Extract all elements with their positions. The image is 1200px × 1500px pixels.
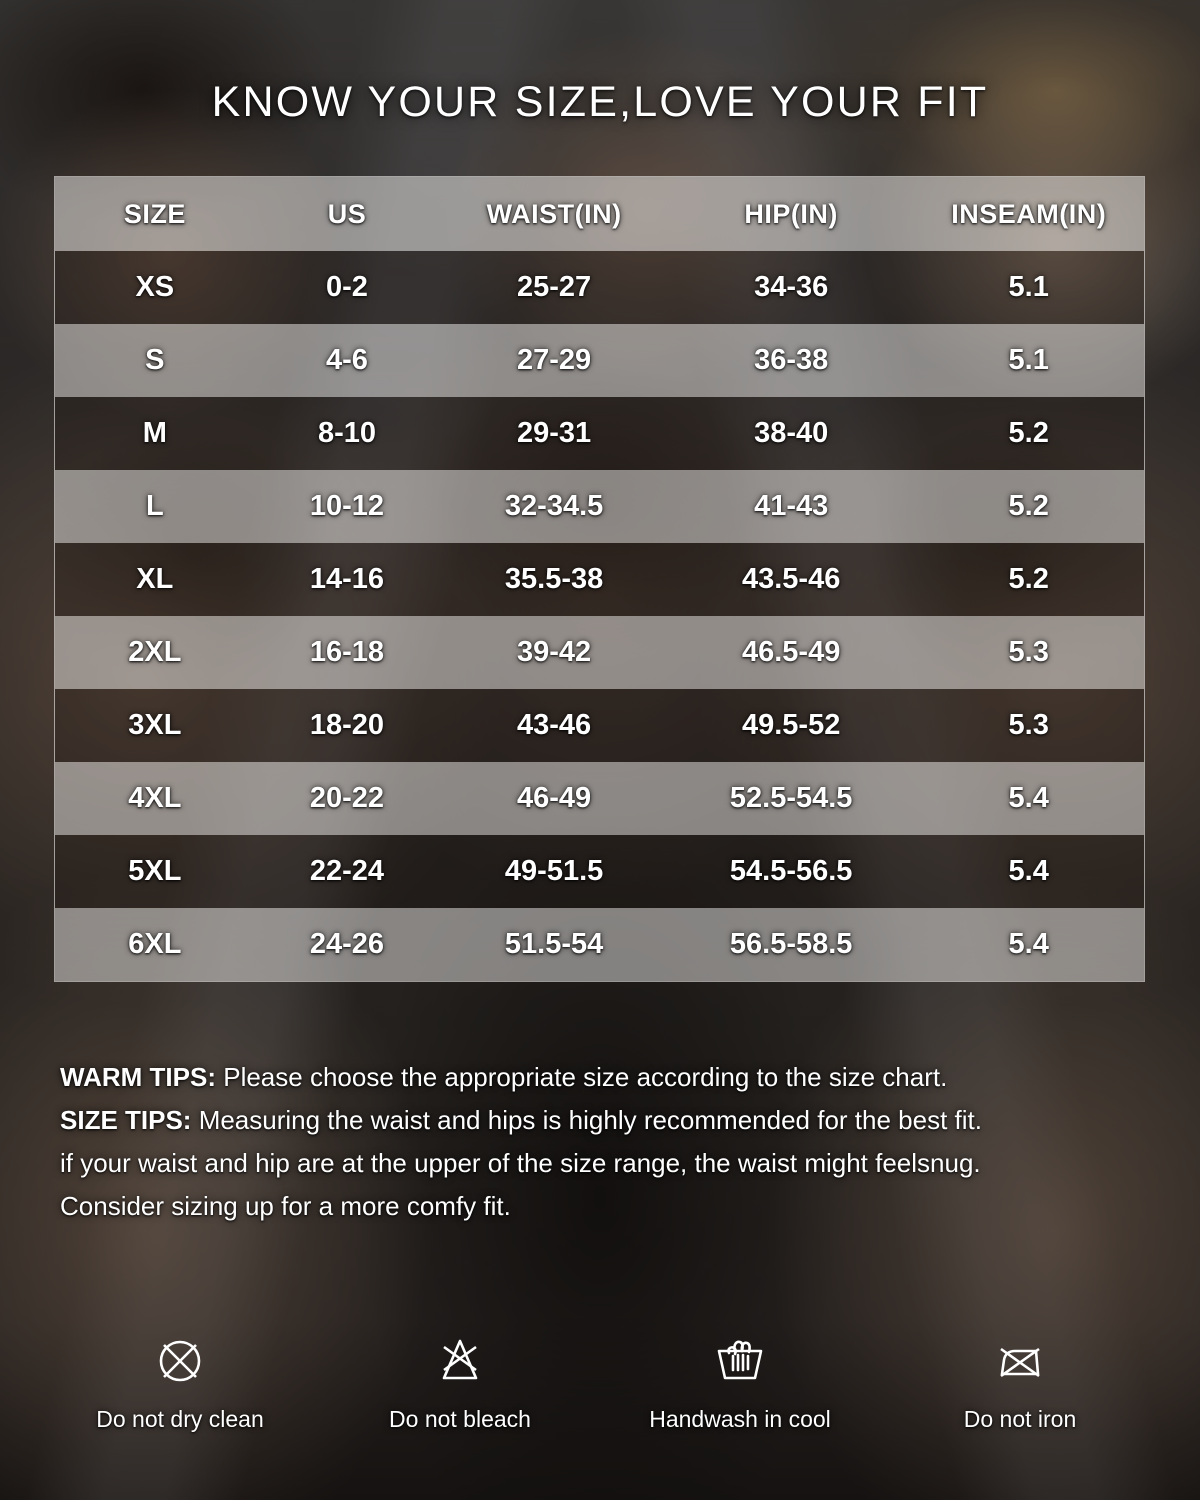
cell-hip: 43.5-46	[741, 563, 841, 595]
cell-waist: 51.5-54	[504, 928, 604, 960]
cell-us: 14-16	[309, 563, 385, 595]
cell-us: 10-12	[309, 490, 385, 522]
cell-inseam: 5.4	[1008, 855, 1049, 887]
cell-size: S	[145, 344, 165, 376]
table-row: 5XL 22-24 49-51.5 54.5-56.5 5.4	[55, 835, 1144, 908]
care-instructions: Do not dry clean Do not bleach	[40, 1330, 1160, 1433]
cell-inseam: 5.1	[1008, 344, 1049, 376]
cell-us: 16-18	[309, 636, 385, 668]
cell-waist: 35.5-38	[504, 563, 604, 595]
table-row: 2XL 16-18 39-42 46.5-49 5.3	[55, 616, 1144, 689]
do-not-bleach-icon	[320, 1330, 600, 1392]
cell-inseam: 5.3	[1008, 636, 1049, 668]
do-not-dry-clean-icon	[40, 1330, 320, 1392]
cell-hip: 46.5-49	[741, 636, 841, 668]
cell-hip: 36-38	[754, 344, 829, 376]
cell-inseam: 5.4	[1008, 928, 1049, 960]
cell-waist: 25-27	[517, 271, 592, 303]
care-item-iron: Do not iron	[880, 1330, 1160, 1433]
cell-hip: 34-36	[754, 271, 829, 303]
cell-us: 8-10	[317, 417, 376, 449]
do-not-iron-icon	[880, 1330, 1160, 1392]
cell-size: 3XL	[128, 709, 182, 741]
cell-inseam: 5.3	[1008, 709, 1049, 741]
warm-tips-text: Please choose the appropriate size accor…	[216, 1062, 948, 1092]
tips-line-4: Consider sizing up for a more comfy fit.	[60, 1191, 511, 1221]
table-row: XL 14-16 35.5-38 43.5-46 5.2	[55, 543, 1144, 616]
cell-hip: 52.5-54.5	[729, 782, 853, 814]
page-title: KNOW YOUR SIZE,LOVE YOUR FIT	[211, 78, 989, 126]
cell-inseam: 5.4	[1008, 782, 1049, 814]
cell-waist: 46-49	[517, 782, 592, 814]
care-label: Handwash in cool	[649, 1406, 831, 1432]
header-hip: HIP(IN)	[744, 198, 838, 229]
table-row: 4XL 20-22 46-49 52.5-54.5 5.4	[55, 762, 1144, 835]
care-item-bleach: Do not bleach	[320, 1330, 600, 1433]
cell-hip: 41-43	[754, 490, 829, 522]
cell-us: 4-6	[326, 344, 368, 376]
cell-waist: 39-42	[517, 636, 592, 668]
care-label: Do not dry clean	[96, 1406, 264, 1432]
table-row: S 4-6 27-29 36-38 5.1	[55, 324, 1144, 397]
cell-waist: 49-51.5	[504, 855, 604, 887]
cell-us: 24-26	[309, 928, 385, 960]
cell-hip: 54.5-56.5	[729, 855, 853, 887]
table-row: XS 0-2 25-27 34-36 5.1	[55, 251, 1144, 324]
cell-size: L	[145, 490, 164, 522]
header-size: SIZE	[123, 198, 186, 229]
size-chart-table: SIZE US WAIST(IN) HIP(IN) INSEAM(IN) XS …	[54, 176, 1145, 982]
table-row: L 10-12 32-34.5 41-43 5.2	[55, 470, 1144, 543]
cell-size: 5XL	[128, 855, 182, 887]
cell-us: 20-22	[309, 782, 385, 814]
cell-size: XS	[135, 271, 175, 303]
header-us: US	[327, 198, 367, 229]
care-item-handwash: Handwash in cool	[600, 1330, 880, 1433]
tips-line-3: if your waist and hip are at the upper o…	[60, 1148, 981, 1178]
cell-waist: 32-34.5	[504, 490, 604, 522]
warm-tips-label: WARM TIPS:	[60, 1062, 216, 1092]
cell-waist: 29-31	[517, 417, 592, 449]
cell-waist: 27-29	[517, 344, 592, 376]
cell-hip: 49.5-52	[741, 709, 841, 741]
cell-hip: 56.5-58.5	[729, 928, 853, 960]
table-row: 3XL 18-20 43-46 49.5-52 5.3	[55, 689, 1144, 762]
cell-hip: 38-40	[754, 417, 829, 449]
cell-size: M	[142, 417, 167, 449]
tips-block: WARM TIPS: Please choose the appropriate…	[60, 1056, 1150, 1228]
size-tips-text: Measuring the waist and hips is highly r…	[191, 1105, 982, 1135]
cell-us: 0-2	[326, 271, 368, 303]
table-header-row: SIZE US WAIST(IN) HIP(IN) INSEAM(IN)	[55, 177, 1144, 251]
table-row: 6XL 24-26 51.5-54 56.5-58.5 5.4	[55, 908, 1144, 981]
cell-us: 22-24	[309, 855, 385, 887]
cell-inseam: 5.2	[1008, 490, 1049, 522]
cell-us: 18-20	[309, 709, 385, 741]
cell-size: 4XL	[128, 782, 182, 814]
handwash-icon	[600, 1330, 880, 1392]
header-inseam: INSEAM(IN)	[951, 198, 1107, 229]
cell-inseam: 5.2	[1008, 417, 1049, 449]
header-waist: WAIST(IN)	[486, 198, 622, 229]
cell-size: XL	[136, 563, 174, 595]
size-tips-label: SIZE TIPS:	[60, 1105, 192, 1135]
table-row: M 8-10 29-31 38-40 5.2	[55, 397, 1144, 470]
care-item-dry-clean: Do not dry clean	[40, 1330, 320, 1433]
care-label: Do not iron	[963, 1406, 1077, 1432]
cell-waist: 43-46	[517, 709, 592, 741]
cell-inseam: 5.2	[1008, 563, 1049, 595]
size-tips-line: SIZE TIPS: Measuring the waist and hips …	[60, 1099, 1150, 1142]
cell-size: 6XL	[128, 928, 182, 960]
cell-inseam: 5.1	[1008, 271, 1049, 303]
warm-tips-line: WARM TIPS: Please choose the appropriate…	[60, 1056, 1150, 1099]
cell-size: 2XL	[128, 636, 182, 668]
care-label: Do not bleach	[389, 1406, 531, 1432]
